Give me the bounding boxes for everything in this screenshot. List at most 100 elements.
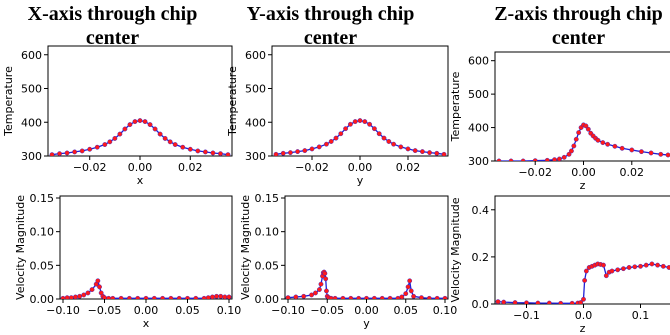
data-point: [535, 300, 541, 304]
x-tick-label: 0.02: [396, 161, 421, 174]
series-line: [51, 119, 229, 156]
data-point: [403, 291, 409, 297]
data-point: [569, 300, 575, 304]
data-point: [195, 148, 201, 154]
data-point: [110, 295, 116, 299]
data-point: [57, 151, 62, 156]
x-tick-label: 0.10: [217, 304, 242, 317]
data-point: [89, 287, 95, 292]
y-tick-label: 600: [21, 49, 42, 62]
data-point: [578, 300, 584, 304]
x-axis-label: z: [580, 322, 586, 335]
y-tick-label: 0.05: [30, 259, 55, 272]
data-point: [581, 296, 586, 302]
data-point: [287, 150, 293, 156]
data-point: [585, 126, 591, 132]
data-point: [442, 295, 448, 299]
data-point: [583, 123, 589, 129]
data-point: [508, 158, 514, 161]
column-title-x-line2: center: [85, 27, 140, 49]
y-tick-label: 0.0: [472, 298, 490, 311]
x-tick-label: −0.02: [295, 161, 329, 174]
axes-frame: [271, 45, 449, 157]
data-point: [162, 136, 168, 141]
data-point: [152, 126, 158, 132]
data-point: [347, 121, 353, 127]
data-point: [411, 293, 416, 299]
data-point: [112, 136, 118, 141]
chart-vel-y: 0.00 0.05 0.10 0.15 −0.10 −0.05 0.00 0.05 0.10 y V…: [239, 192, 457, 330]
data-point: [649, 261, 655, 267]
chart-temp-x: 300 400 500 600 −0.02 0.00 0.02 x Temperature: [2, 45, 233, 187]
data-point: [426, 295, 432, 299]
data-point: [81, 292, 87, 298]
y-axis-label: Temperature: [2, 66, 15, 137]
data-point: [185, 295, 190, 299]
data-point: [405, 146, 411, 152]
data-point: [167, 139, 173, 145]
data-point: [583, 268, 589, 274]
plot-area: [273, 118, 447, 156]
data-point: [280, 150, 286, 156]
data-point: [225, 152, 231, 156]
data-point: [648, 150, 654, 156]
data-point: [434, 295, 440, 299]
data-point: [524, 300, 529, 304]
data-point: [364, 295, 369, 299]
y-tick-label: 500: [245, 83, 266, 96]
data-point: [328, 139, 334, 144]
data-point: [419, 149, 425, 155]
y-axis-label: Velocity Magnitude: [449, 197, 462, 302]
chart-temp-z: 300 400 500 600 −0.02 0.00 0.02 z Temperature: [449, 51, 670, 192]
data-point: [569, 148, 574, 154]
data-point: [356, 295, 362, 299]
y-tick-label: 300: [468, 155, 489, 168]
x-axis-label: x: [137, 174, 144, 187]
data-point: [639, 149, 644, 155]
x-tick-label: −0.1: [513, 309, 540, 322]
data-point: [64, 150, 70, 156]
data-point: [520, 158, 526, 161]
y-tick-label: 0.10: [255, 226, 280, 239]
x-tick-label: 0.10: [433, 304, 458, 317]
data-point: [285, 295, 291, 299]
data-point: [117, 131, 123, 137]
data-point: [333, 135, 339, 141]
y-axis-label: Velocity Magnitude: [14, 195, 27, 300]
column-title-x-line1: X-axis through chip: [27, 3, 198, 25]
y-tick-label: 0.15: [255, 192, 280, 205]
data-point: [387, 295, 393, 299]
column-title-z: Z-axis through chip center: [466, 2, 670, 50]
y-tick-label: 0.00: [255, 293, 280, 306]
y-tick-label: 400: [245, 116, 266, 129]
x-tick-label: 0.05: [175, 304, 200, 317]
data-point: [318, 281, 324, 287]
data-point: [600, 140, 606, 146]
axes-frame: [494, 51, 670, 162]
data-point: [79, 148, 85, 154]
data-point: [629, 147, 635, 153]
y-tick-label: 600: [245, 49, 266, 62]
data-point: [619, 145, 625, 151]
data-point: [180, 144, 186, 150]
data-point: [293, 294, 299, 299]
data-point: [626, 265, 632, 270]
data-point: [302, 148, 308, 154]
data-point: [218, 151, 223, 156]
data-point: [201, 295, 207, 299]
plot-area: [285, 269, 448, 299]
data-point: [399, 294, 405, 299]
data-point: [605, 141, 611, 147]
data-point: [127, 295, 132, 299]
column-title-y-line2: center: [303, 27, 358, 49]
data-point: [332, 295, 338, 299]
chart-temp-y: 300 400 500 600 −0.02 0.00 0.02 y Temperature: [226, 45, 449, 187]
data-point: [660, 263, 666, 269]
axes-frame: [47, 45, 233, 157]
x-tick-label: −0.05: [88, 304, 122, 317]
data-point: [218, 293, 224, 299]
data-point: [405, 284, 411, 290]
data-point: [210, 294, 215, 299]
y-tick-label: 500: [21, 83, 42, 96]
